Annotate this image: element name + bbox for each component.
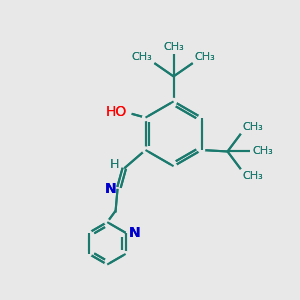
Text: N: N — [128, 226, 140, 240]
Circle shape — [105, 262, 110, 267]
Circle shape — [171, 98, 176, 104]
Text: CH₃: CH₃ — [163, 42, 184, 52]
Circle shape — [142, 115, 148, 121]
Text: CH₃: CH₃ — [253, 146, 273, 157]
Text: N: N — [104, 182, 116, 196]
Text: CH₃: CH₃ — [132, 52, 152, 62]
Circle shape — [199, 115, 205, 121]
Circle shape — [171, 163, 176, 169]
Text: CH₃: CH₃ — [253, 146, 273, 157]
Text: H: H — [110, 158, 119, 171]
Circle shape — [199, 147, 205, 153]
Text: N: N — [104, 182, 116, 196]
Circle shape — [86, 230, 91, 235]
Text: CH₃: CH₃ — [242, 122, 263, 132]
Text: H: H — [110, 158, 119, 171]
Text: CH₃: CH₃ — [163, 42, 184, 52]
Text: HO: HO — [106, 105, 127, 119]
Text: CH₃: CH₃ — [132, 52, 152, 62]
Text: N: N — [128, 226, 140, 240]
Text: CH₃: CH₃ — [242, 171, 263, 181]
Circle shape — [123, 252, 128, 256]
Circle shape — [86, 252, 91, 256]
Text: CH₃: CH₃ — [195, 52, 215, 62]
Circle shape — [105, 220, 110, 224]
Text: CH₃: CH₃ — [242, 171, 263, 181]
Text: CH₃: CH₃ — [242, 122, 263, 132]
Text: CH₃: CH₃ — [195, 52, 215, 62]
Text: HO: HO — [106, 105, 127, 119]
Circle shape — [142, 147, 148, 153]
